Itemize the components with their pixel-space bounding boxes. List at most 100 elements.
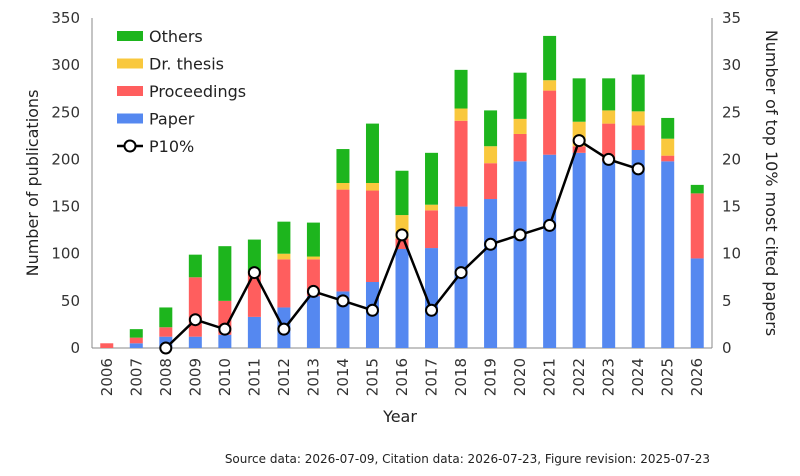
y-axis-title: Number of publications bbox=[23, 90, 42, 277]
bar-paper-2022 bbox=[572, 152, 586, 348]
legend-swatch-paper bbox=[117, 113, 143, 124]
bar-paper-2025 bbox=[661, 161, 675, 348]
bar-dr-thesis-2013 bbox=[306, 256, 320, 260]
bar-others-2020 bbox=[513, 72, 527, 119]
p10-point bbox=[365, 303, 379, 317]
bar-others-2026 bbox=[690, 184, 704, 194]
bar-proceedings-2026 bbox=[690, 193, 704, 259]
bar-others-2025 bbox=[661, 117, 675, 139]
bar-others-2016 bbox=[395, 170, 409, 216]
p10-point bbox=[513, 228, 527, 242]
bar-paper-2009 bbox=[188, 336, 202, 348]
bar-others-2019 bbox=[484, 110, 498, 147]
bar-others-2013 bbox=[306, 222, 320, 257]
legend-swatch-proceedings bbox=[117, 86, 143, 96]
bar-others-2012 bbox=[277, 221, 291, 254]
legend-label-others: Others bbox=[149, 27, 203, 46]
bar-dr-thesis-2023 bbox=[602, 110, 616, 124]
bar-proceedings-2014 bbox=[336, 189, 350, 292]
p10-point bbox=[631, 162, 645, 176]
y-tick-label: 100 bbox=[51, 245, 80, 263]
y-tick-label: 0 bbox=[70, 339, 80, 357]
x-tick-label: 2013 bbox=[304, 358, 322, 396]
bar-proceedings-2019 bbox=[484, 163, 498, 200]
bar-proceedings-2023 bbox=[602, 123, 616, 162]
footer-note: Source data: 2026-07-09, Citation data: … bbox=[224, 452, 710, 466]
bar-proceedings-2009 bbox=[188, 277, 202, 337]
bar-paper-2007 bbox=[129, 343, 143, 348]
y2-tick-label: 25 bbox=[722, 103, 741, 121]
x-tick-label: 2007 bbox=[127, 358, 145, 396]
bar-dr-thesis-2021 bbox=[543, 80, 557, 91]
x-axis-title: Year bbox=[382, 407, 417, 426]
p10-point bbox=[247, 266, 261, 280]
y2-tick-label: 15 bbox=[722, 198, 741, 216]
p10-point bbox=[395, 228, 409, 242]
bar-others-2011 bbox=[247, 239, 261, 273]
bar-others-2021 bbox=[543, 35, 557, 81]
bar-paper-2024 bbox=[631, 150, 645, 348]
x-tick-label: 2022 bbox=[570, 358, 588, 396]
bar-dr-thesis-2014 bbox=[336, 183, 350, 190]
x-tick-label: 2014 bbox=[334, 358, 352, 396]
bar-others-2017 bbox=[425, 152, 439, 205]
p10-point bbox=[425, 303, 439, 317]
y2-tick-label: 35 bbox=[722, 9, 741, 27]
y-tick-label: 250 bbox=[51, 103, 80, 121]
x-tick-label: 2015 bbox=[363, 358, 381, 396]
bar-paper-2021 bbox=[543, 154, 557, 348]
x-tick-label: 2017 bbox=[423, 358, 441, 396]
x-tick-label: 2025 bbox=[659, 358, 677, 396]
bar-proceedings-2021 bbox=[543, 90, 557, 155]
bar-paper-2013 bbox=[306, 296, 320, 348]
bar-paper-2023 bbox=[602, 161, 616, 348]
p10-point bbox=[277, 322, 291, 336]
bar-dr-thesis-2025 bbox=[661, 138, 675, 156]
legend-label-dr-thesis: Dr. thesis bbox=[149, 55, 224, 74]
y-tick-label: 50 bbox=[61, 292, 80, 310]
x-tick-label: 2026 bbox=[688, 358, 706, 396]
p10-point bbox=[188, 313, 202, 327]
bar-proceedings-2006 bbox=[100, 343, 114, 348]
bar-dr-thesis-2024 bbox=[631, 111, 645, 126]
y2-tick-label: 30 bbox=[722, 56, 741, 74]
x-tick-label: 2012 bbox=[275, 358, 293, 396]
bar-others-2008 bbox=[159, 307, 173, 328]
x-tick-label: 2023 bbox=[600, 358, 618, 396]
x-tick-label: 2018 bbox=[452, 358, 470, 396]
bar-paper-2010 bbox=[218, 334, 232, 348]
p10-point bbox=[218, 322, 232, 336]
y2-tick-label: 5 bbox=[722, 292, 732, 310]
bar-paper-2026 bbox=[690, 258, 704, 348]
x-tick-label: 2006 bbox=[98, 358, 116, 396]
legend-swatch-others bbox=[117, 31, 143, 41]
bar-proceedings-2016 bbox=[395, 238, 409, 249]
x-tick-label: 2011 bbox=[245, 358, 263, 396]
x-tick-label: 2008 bbox=[157, 358, 175, 396]
y-tick-label: 300 bbox=[51, 56, 80, 74]
bar-proceedings-2024 bbox=[631, 125, 645, 150]
bar-proceedings-2025 bbox=[661, 155, 675, 162]
p10-point bbox=[159, 341, 173, 355]
p10-point bbox=[336, 294, 350, 308]
bar-dr-thesis-2017 bbox=[425, 204, 439, 211]
y-tick-label: 150 bbox=[51, 198, 80, 216]
bar-others-2014 bbox=[336, 149, 350, 183]
bar-proceedings-2007 bbox=[129, 337, 143, 344]
bar-dr-thesis-2015 bbox=[365, 183, 379, 191]
bar-others-2009 bbox=[188, 254, 202, 278]
x-tick-label: 2019 bbox=[482, 358, 500, 396]
bar-paper-2017 bbox=[425, 248, 439, 348]
legend-label-paper: Paper bbox=[149, 110, 195, 129]
bar-paper-2011 bbox=[247, 316, 261, 348]
y-tick-label: 200 bbox=[51, 150, 80, 168]
bar-dr-thesis-2012 bbox=[277, 253, 291, 260]
bar-proceedings-2018 bbox=[454, 120, 468, 207]
y-tick-label: 350 bbox=[51, 9, 80, 27]
bar-others-2010 bbox=[218, 246, 232, 301]
bar-proceedings-2017 bbox=[425, 210, 439, 249]
p10-point bbox=[572, 134, 586, 148]
x-tick-label: 2024 bbox=[629, 358, 647, 396]
x-tick-label: 2009 bbox=[186, 358, 204, 396]
